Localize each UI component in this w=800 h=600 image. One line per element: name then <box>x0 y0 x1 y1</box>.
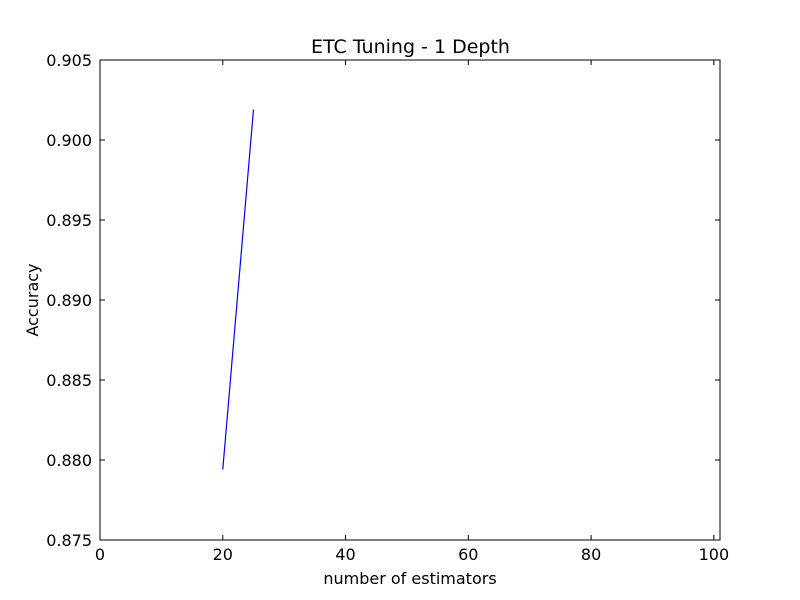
y-tick-label: 0.885 <box>46 371 92 390</box>
x-tick-label: 100 <box>699 545 730 564</box>
y-tick-label: 0.905 <box>46 51 92 70</box>
y-tick-label: 0.875 <box>46 531 92 550</box>
series-line <box>222 109 255 470</box>
y-tick-label: 0.880 <box>46 451 92 470</box>
x-axis: 0 20 40 60 80 100 <box>95 60 729 564</box>
x-tick-label: 80 <box>581 545 601 564</box>
y-tick-label: 0.900 <box>46 131 92 150</box>
chart-title: ETC Tuning - 1 Depth <box>311 36 510 58</box>
y-axis-label: Accuracy <box>23 263 42 336</box>
y-tick-label: 0.890 <box>46 291 92 310</box>
x-tick-label: 40 <box>335 545 355 564</box>
x-tick-label: 0 <box>95 545 105 564</box>
x-axis-label: number of estimators <box>323 569 496 588</box>
x-tick-label: 60 <box>458 545 478 564</box>
plot-frame <box>99 59 721 541</box>
series-layer <box>222 109 255 470</box>
y-tick-label: 0.895 <box>46 211 92 230</box>
plot-area <box>100 60 720 540</box>
x-tick-label: 20 <box>213 545 233 564</box>
y-axis: 0.875 0.880 0.885 0.890 0.895 0.900 0.905 <box>46 51 720 550</box>
